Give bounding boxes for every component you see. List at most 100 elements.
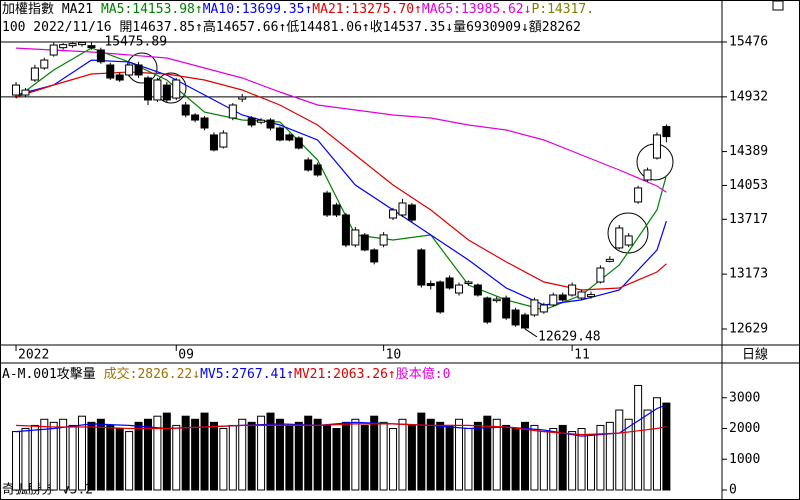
candle-body xyxy=(87,45,96,49)
ma-line xyxy=(15,59,667,306)
x-tick-label: 09 xyxy=(178,348,194,363)
annotation: 15475.89 xyxy=(104,35,167,50)
candle-body xyxy=(313,164,322,176)
candle-body xyxy=(275,127,284,141)
volume-bar xyxy=(615,409,624,491)
volume-bar xyxy=(558,424,567,491)
volume-bar xyxy=(304,415,313,491)
volume-bar xyxy=(445,424,454,491)
volume-bar xyxy=(652,397,661,491)
window-icon[interactable] xyxy=(772,0,784,11)
candle-body xyxy=(624,235,633,246)
candle-body xyxy=(40,59,49,69)
candle-body xyxy=(605,258,614,262)
volume-bar xyxy=(294,421,303,491)
volume-bar xyxy=(209,421,218,491)
candle-body xyxy=(483,297,492,323)
candle-body xyxy=(615,227,624,249)
y-tick-label: 14053 xyxy=(729,178,768,193)
candle-body xyxy=(191,114,200,121)
y-tick-label: 14932 xyxy=(729,89,768,104)
volume-bar xyxy=(436,421,445,491)
header-line: 100 2022/11/16 開14637.85↑高14657.66↑低1448… xyxy=(2,19,581,35)
candle-body xyxy=(407,204,416,221)
y-tick-label: 0 xyxy=(729,483,737,498)
volume-bar xyxy=(162,412,171,491)
period-label: 日線 xyxy=(742,347,768,363)
header-segment: P:14317. xyxy=(531,2,594,17)
candle-body xyxy=(379,234,388,246)
candle-body xyxy=(21,89,30,96)
volume-bar xyxy=(398,418,407,491)
volume-bar xyxy=(473,421,482,491)
candle-body xyxy=(49,44,58,56)
candle-body xyxy=(266,119,275,129)
candle-body xyxy=(12,84,21,96)
candle-body xyxy=(502,297,511,319)
candle-body xyxy=(332,204,341,216)
candle-body xyxy=(473,284,482,296)
ma-line xyxy=(15,423,667,436)
volume-bar xyxy=(341,421,350,491)
annotation-leader xyxy=(524,328,538,338)
volume-bar xyxy=(360,424,369,491)
volume-bar xyxy=(577,428,586,491)
candle-body xyxy=(417,249,426,286)
candle-body xyxy=(426,283,435,287)
candle-body xyxy=(634,187,643,203)
candle-body xyxy=(68,43,77,47)
volume-bar xyxy=(568,431,577,491)
volume-bar xyxy=(125,431,134,491)
volume-bar xyxy=(511,428,520,491)
volume-bar xyxy=(96,418,105,491)
volume-bar xyxy=(238,418,247,491)
volume-bar xyxy=(596,424,605,491)
header-segment: MA5:14153.98↑ xyxy=(101,2,203,17)
volume-bar xyxy=(228,424,237,491)
candle-body xyxy=(200,117,209,129)
volume-bar xyxy=(662,402,671,491)
volume-bar xyxy=(643,409,652,491)
volume-bar xyxy=(455,418,464,491)
volume-bar xyxy=(586,434,595,491)
candle-body xyxy=(172,79,181,99)
y-tick-label: 3000 xyxy=(729,390,760,405)
volume-bar xyxy=(219,428,228,491)
volume-bar xyxy=(200,412,209,491)
volume-bar xyxy=(634,384,643,491)
volume-bar xyxy=(285,424,294,491)
candle-body xyxy=(558,294,567,301)
volume-bar xyxy=(426,418,435,491)
candle-body xyxy=(596,267,605,283)
candle-body xyxy=(370,249,379,263)
candle-body xyxy=(351,229,360,246)
header-segment: 成交:2826.22↓ xyxy=(104,366,200,382)
volume-bar xyxy=(389,428,398,491)
candle-body xyxy=(511,309,520,326)
volume-bar xyxy=(549,428,558,491)
x-tick-label: 11 xyxy=(574,348,590,363)
y-tick-label: 14389 xyxy=(729,144,768,159)
candle-body xyxy=(294,137,303,149)
y-tick-label: 13173 xyxy=(729,267,768,282)
candle-body xyxy=(492,298,501,302)
volume-bar xyxy=(172,424,181,491)
x-tick-label: 2022 xyxy=(18,348,49,363)
candle-body xyxy=(662,125,671,138)
volume-bar xyxy=(181,415,190,491)
candle-body xyxy=(568,284,577,296)
y-tick-label: 13717 xyxy=(729,212,768,227)
volume-bar xyxy=(40,418,49,491)
candle-body xyxy=(96,49,105,63)
volume-bar xyxy=(332,428,341,491)
candle-body xyxy=(209,134,218,151)
volume-bar xyxy=(605,421,614,491)
volume-bar xyxy=(407,424,416,491)
volume-bar xyxy=(379,421,388,491)
ma-line xyxy=(15,404,667,437)
header-segment: A-M.001攻擊量 xyxy=(2,366,104,382)
volume-bar xyxy=(521,421,530,491)
volume-bar xyxy=(492,418,501,491)
volume-bar xyxy=(530,424,539,491)
